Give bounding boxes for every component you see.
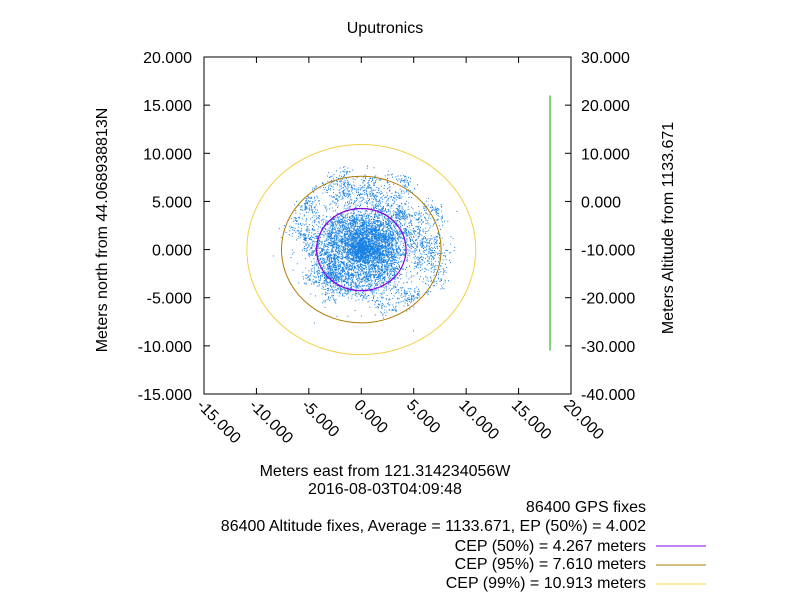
- legend: 86400 GPS fixes 86400 Altitude fixes, Av…: [221, 499, 706, 592]
- cep99-circle: [246, 143, 477, 356]
- legend-altitude-fixes: 86400 Altitude fixes, Average = 1133.671…: [221, 518, 646, 535]
- y-tick-label: -10.000: [138, 339, 192, 356]
- gps-fix-points: [272, 165, 458, 332]
- x-tick-label: 15.000: [508, 397, 555, 444]
- y2-tick-label: 20.000: [581, 98, 630, 115]
- legend-cep95: CEP (95%) = 7.610 meters: [455, 556, 646, 573]
- x-axis-label: Meters east from 121.314234056W: [260, 463, 512, 480]
- x-tick-label: -10.000: [246, 397, 296, 447]
- y-tick-label: 20.000: [143, 50, 192, 67]
- plot-marks: [246, 95, 551, 356]
- y-axis-label: Meters north from 44.068938813N: [94, 108, 111, 353]
- plot-border: [203, 56, 572, 395]
- chart-title: Uputronics: [347, 20, 423, 37]
- y2-axis-label: Meters Altitude from 1133.671: [660, 122, 677, 334]
- legend-cep99: CEP (99%) = 10.913 meters: [446, 575, 646, 592]
- legend-cep50: CEP (50%) = 4.267 meters: [455, 538, 646, 555]
- x-tick-label: 10.000: [455, 397, 502, 444]
- y2-tick-label: -10.000: [581, 243, 635, 260]
- y2-tick-label: 10.000: [581, 146, 630, 163]
- x-tick-label: 0.000: [350, 397, 390, 437]
- x-axis-timestamp: 2016-08-03T04:09:48: [308, 481, 462, 498]
- y-tick-label: 10.000: [143, 146, 192, 163]
- cep50-circle: [315, 207, 407, 292]
- y-tick-label: 0.000: [152, 243, 192, 260]
- y2-tick-label: -40.000: [581, 387, 635, 404]
- x-tick-label: -15.000: [193, 397, 243, 447]
- y2-tick-label: 30.000: [581, 50, 630, 67]
- y-tick-label: 5.000: [152, 194, 192, 211]
- plot-area: [246, 95, 551, 356]
- x-axis-ticks: -15.000 -10.000 -5.000 0.000 5.000 10.000 15.0…: [193, 57, 607, 447]
- legend-gps-fixes: 86400 GPS fixes: [526, 499, 646, 516]
- y-tick-label: -5.000: [147, 291, 192, 308]
- y2-tick-label: 0.000: [581, 194, 621, 211]
- x-tick-label: -5.000: [298, 397, 342, 441]
- x-tick-label: 5.000: [403, 397, 443, 437]
- y2-axis-ticks: -40.000 -30.000 -20.000 -10.000 0.000 10.000 2…: [565, 50, 635, 404]
- cep95-circle: [280, 175, 442, 324]
- y2-tick-label: -20.000: [581, 291, 635, 308]
- y-tick-label: -15.000: [138, 387, 192, 404]
- y2-tick-label: -30.000: [581, 339, 635, 356]
- y-tick-label: 15.000: [143, 98, 192, 115]
- y-axis-ticks: -15.000 -10.000 -5.000 0.000 5.000 10.000 15.0…: [138, 50, 210, 404]
